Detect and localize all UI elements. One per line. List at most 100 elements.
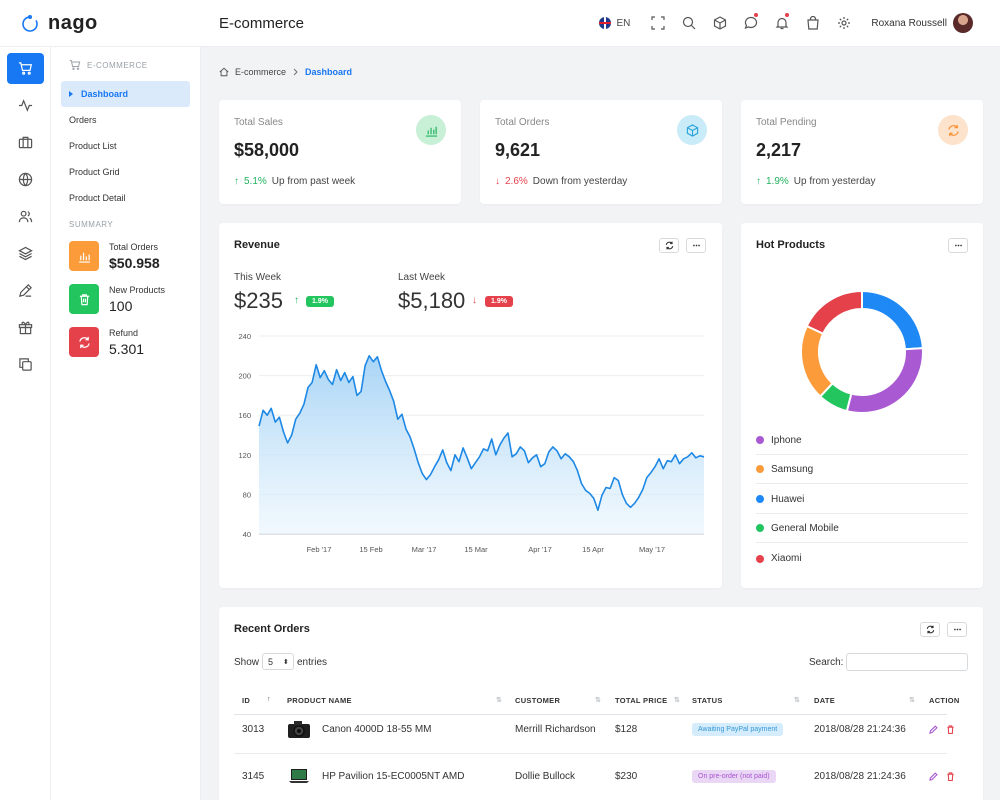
product-name[interactable]: HP Pavilion 15-EC0005NT AMD — [322, 771, 465, 782]
table-header: ID ↑ PRODUCT NAME ⇅ CUSTOMER ⇅ TOTAL PRI… — [234, 693, 959, 715]
edit-icon[interactable] — [929, 772, 938, 781]
summary-value: 5.301 — [109, 340, 145, 357]
sort-asc-icon[interactable]: ↑ — [267, 696, 271, 703]
revenue-more-button[interactable] — [686, 238, 706, 253]
column-header-customer[interactable]: CUSTOMER — [515, 696, 561, 705]
breadcrumb: E-commerce Dashboard — [219, 67, 352, 77]
hot-products-donut-chart — [800, 289, 924, 414]
language-selector[interactable]: EN — [599, 17, 630, 29]
rail-layers[interactable] — [7, 238, 44, 269]
legend-label: General Mobile — [771, 522, 839, 534]
pen-icon — [19, 284, 32, 297]
top-header: nago E-commerce EN Roxana — [0, 0, 1000, 47]
recent-orders-title: Recent Orders — [234, 623, 310, 635]
donut-slice-samsung[interactable] — [800, 324, 834, 398]
entries-select[interactable]: 5 ⬍ — [262, 653, 294, 670]
stat-value: 2,217 — [756, 140, 802, 160]
revenue-refresh-button[interactable] — [659, 238, 679, 253]
sort-icon[interactable]: ⇅ — [496, 697, 503, 704]
icon-rail — [0, 47, 51, 800]
y-tick-label: 160 — [238, 411, 251, 420]
sidebar-item-label: Product Grid — [69, 167, 120, 177]
fullscreen-button[interactable] — [642, 8, 673, 38]
summary-icon-box — [69, 284, 99, 314]
column-header-total-price[interactable]: TOTAL PRICE — [615, 696, 668, 705]
sidebar-item-product-grid[interactable]: Product Grid — [61, 159, 190, 185]
column-header-product[interactable]: PRODUCT NAME — [287, 696, 352, 705]
edit-icon[interactable] — [929, 725, 938, 734]
stat-percent: 2.6% — [505, 176, 528, 187]
rail-globe[interactable] — [7, 164, 44, 195]
summary-total-orders: Total Orders $50.958 — [61, 241, 190, 271]
last-week-value: $5,180 — [398, 288, 466, 313]
x-tick-label: Mar '17 — [412, 545, 437, 554]
bell-icon — [775, 17, 789, 30]
orders-more-button[interactable] — [947, 622, 967, 637]
column-header-status[interactable]: STATUS — [692, 696, 723, 705]
page-title: E-commerce — [219, 14, 305, 32]
sidebar-item-label: Dashboard — [81, 89, 129, 99]
sidebar-item-product-detail[interactable]: Product Detail — [61, 185, 190, 211]
messages-button[interactable] — [735, 8, 766, 38]
search-label: Search: — [809, 657, 844, 668]
cube-icon — [713, 16, 726, 30]
column-header-id[interactable]: ID — [242, 696, 251, 705]
more-horizontal-icon — [953, 628, 961, 631]
order-date: 2018/08/28 21:24:36 — [814, 724, 906, 735]
refresh-icon — [78, 336, 90, 348]
search-button[interactable] — [673, 8, 704, 38]
donut-slice-xiaomi[interactable] — [805, 289, 863, 336]
brand-logo[interactable]: nago — [0, 12, 200, 35]
sort-icon[interactable]: ⇅ — [674, 697, 681, 704]
notifications-button[interactable] — [766, 8, 797, 38]
summary-label: New Products — [109, 284, 166, 295]
last-week-label: Last Week — [398, 272, 446, 283]
rail-users[interactable] — [7, 201, 44, 232]
globe-icon — [18, 172, 33, 187]
legend-label: Huawei — [771, 493, 805, 505]
order-date: 2018/08/28 21:24:36 — [814, 771, 906, 782]
arrow-down-icon: ↓ — [472, 295, 477, 306]
sidebar-item-product-list[interactable]: Product List — [61, 133, 190, 159]
fullscreen-icon — [651, 16, 665, 30]
sidebar-item-dashboard[interactable]: Dashboard — [61, 81, 190, 107]
delete-icon[interactable] — [946, 772, 955, 781]
legend-item: Samsung — [756, 455, 968, 484]
donut-slice-iphone[interactable] — [845, 347, 924, 414]
legend-label: Xiaomi — [771, 553, 802, 564]
rail-analytics[interactable] — [7, 90, 44, 121]
sidebar-item-orders[interactable]: Orders — [61, 107, 190, 133]
settings-button[interactable] — [828, 8, 859, 38]
select-arrows-icon: ⬍ — [283, 658, 289, 666]
product-name[interactable]: Canon 4000D 18-55 MM — [322, 724, 432, 735]
sort-icon[interactable]: ⇅ — [909, 697, 916, 704]
orders-refresh-button[interactable] — [920, 622, 940, 637]
column-header-date[interactable]: DATE — [814, 696, 836, 705]
apps-button[interactable] — [704, 8, 735, 38]
donut-slice-huawei[interactable] — [861, 289, 924, 351]
rail-ecommerce[interactable] — [7, 53, 44, 84]
revenue-area-fill — [259, 355, 704, 534]
cart-button[interactable] — [797, 8, 828, 38]
users-icon — [18, 210, 33, 223]
breadcrumb-root[interactable]: E-commerce — [235, 67, 287, 77]
stat-card-total-sales: Total Sales $58,000 ↑ 5.1% Up from past … — [219, 100, 461, 204]
sort-icon[interactable]: ⇅ — [595, 697, 602, 704]
rail-edit[interactable] — [7, 275, 44, 306]
rail-gift[interactable] — [7, 312, 44, 343]
user-menu[interactable]: Roxana Roussell — [871, 13, 973, 33]
sort-icon[interactable]: ⇅ — [794, 697, 801, 704]
rail-briefcase[interactable] — [7, 127, 44, 158]
delete-icon[interactable] — [946, 725, 955, 734]
this-week-label: This Week — [234, 272, 282, 283]
revenue-card: Revenue This Week $235 ↑ 1.9% Last Week … — [219, 223, 722, 588]
user-name: Roxana Roussell — [871, 17, 947, 29]
search-input[interactable] — [846, 653, 968, 671]
hot-products-more-button[interactable] — [948, 238, 968, 253]
legend-dot — [756, 465, 764, 473]
hot-products-title: Hot Products — [756, 239, 826, 251]
layers-icon — [18, 246, 33, 261]
more-horizontal-icon — [692, 244, 700, 247]
sidebar-item-label: Product List — [69, 141, 117, 151]
rail-copy[interactable] — [7, 349, 44, 380]
